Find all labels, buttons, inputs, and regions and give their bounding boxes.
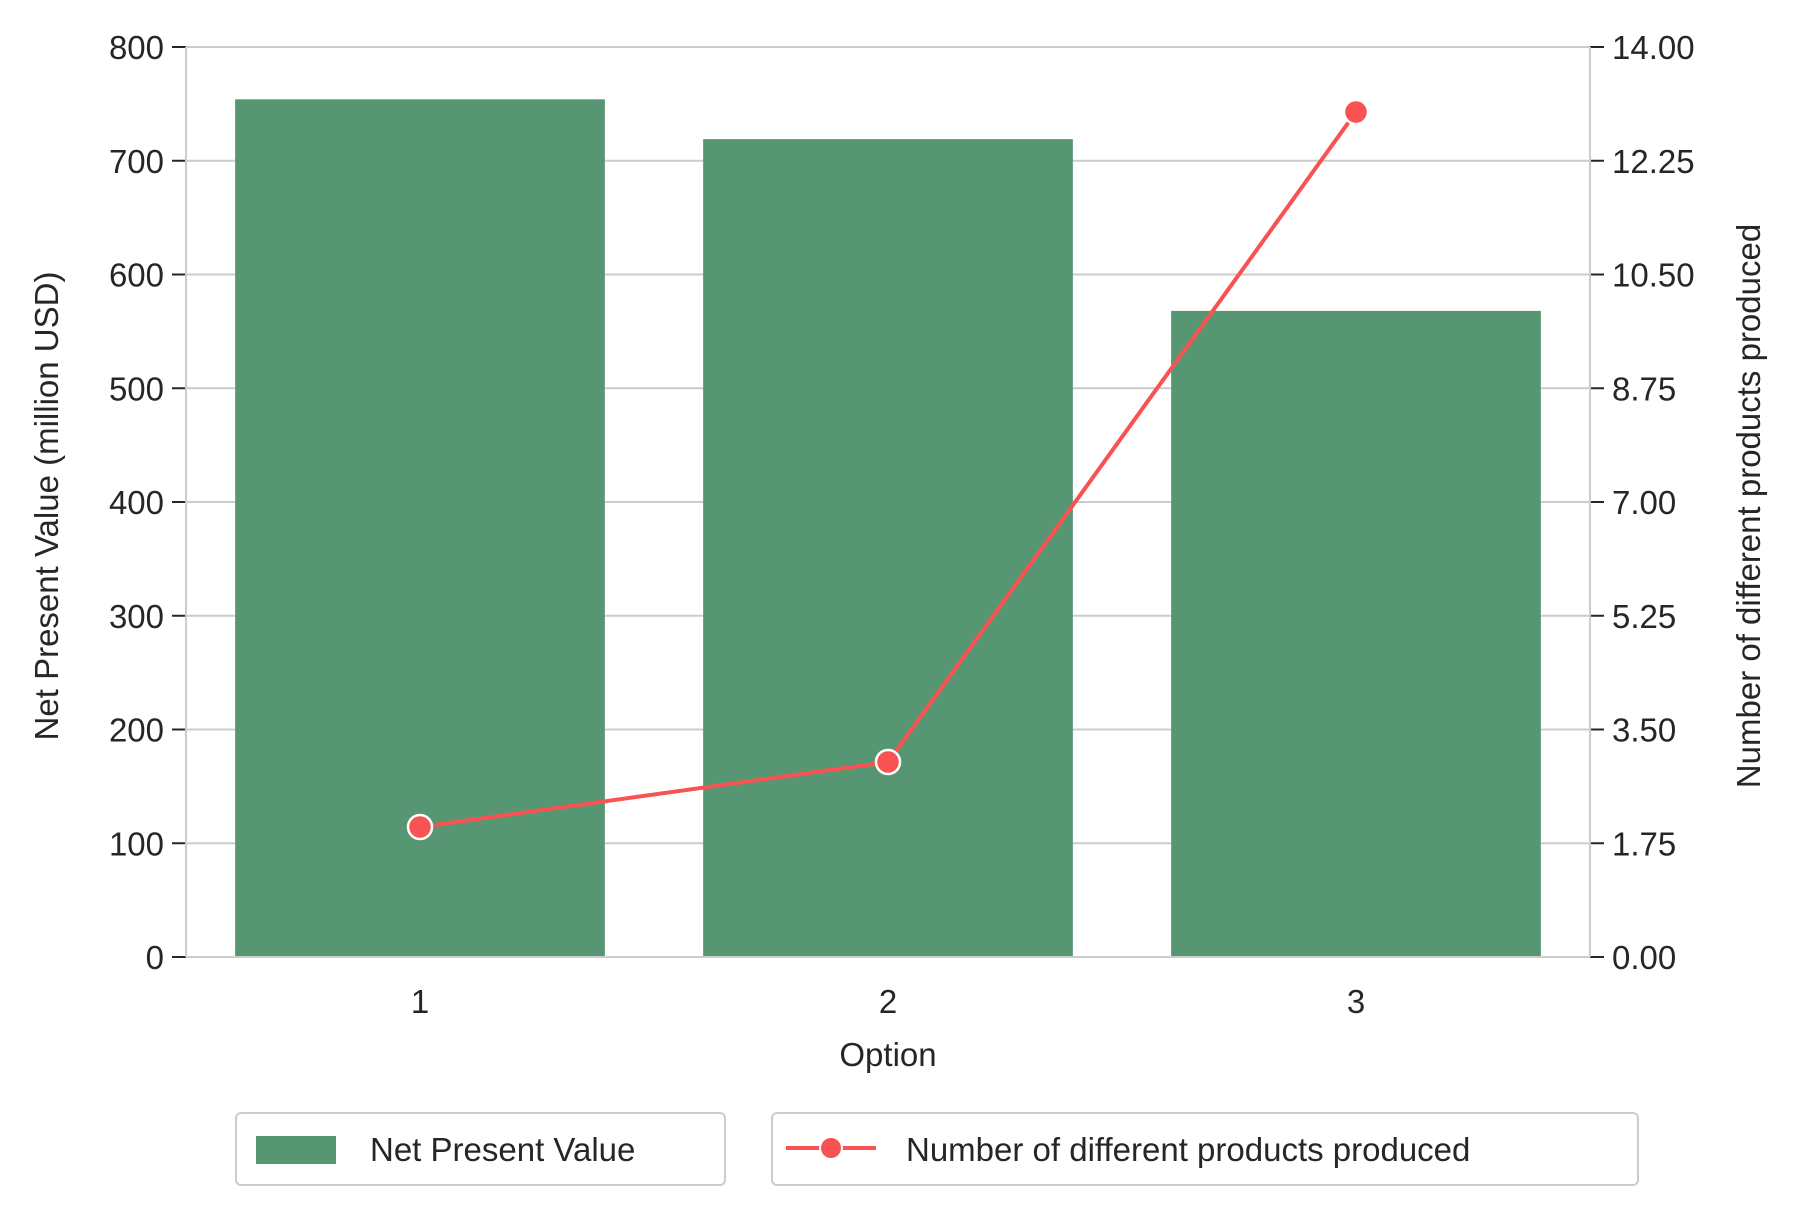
y-tick-label-right: 14.00 bbox=[1612, 29, 1695, 66]
line-layer bbox=[406, 98, 1370, 841]
x-axis-title: Option bbox=[839, 1036, 936, 1073]
products-point-1 bbox=[406, 813, 434, 841]
legend-box-bar bbox=[235, 1112, 726, 1186]
y-tick-label-left: 500 bbox=[109, 370, 164, 407]
legend-box-line bbox=[771, 1112, 1639, 1186]
y-axis-title-right: Number of different products produced bbox=[1730, 224, 1767, 788]
y-tick-label-right: 7.00 bbox=[1612, 484, 1676, 521]
labels-layer: Option Net Present Value (million USD) N… bbox=[28, 224, 1767, 1073]
y-tick-label-right: 12.25 bbox=[1612, 143, 1695, 180]
x-tick-label: 3 bbox=[1347, 983, 1365, 1020]
products-point-3 bbox=[1342, 98, 1370, 126]
legend-swatch-net-present-value bbox=[256, 1136, 336, 1164]
y-tick-label-right: 0.00 bbox=[1612, 939, 1676, 976]
y-tick-label-right: 3.50 bbox=[1612, 712, 1676, 749]
axes-layer: 0 100 200 300 400 500 600 700 800 0.00 1.75 3.50 5.2… bbox=[109, 29, 1695, 1020]
y-tick-label-right: 8.75 bbox=[1612, 370, 1676, 407]
y-tick-label-left: 600 bbox=[109, 257, 164, 294]
y-tick-label-right: 5.25 bbox=[1612, 598, 1676, 635]
products-point-2 bbox=[874, 748, 902, 776]
bars-layer bbox=[235, 99, 1541, 957]
y-tick-label-left: 200 bbox=[109, 712, 164, 749]
x-tick-label: 2 bbox=[879, 983, 897, 1020]
bar-3 bbox=[1171, 310, 1541, 957]
y-tick-label-left: 0 bbox=[146, 939, 164, 976]
y-axis-title-left: Net Present Value (million USD) bbox=[28, 272, 65, 741]
y-tick-label-right: 10.50 bbox=[1612, 257, 1695, 294]
y-tick-label-left: 400 bbox=[109, 484, 164, 521]
y-tick-label-right: 1.75 bbox=[1612, 825, 1676, 862]
legend-swatch-products-marker bbox=[819, 1136, 843, 1160]
legend-label-products: Number of different products produced bbox=[906, 1131, 1470, 1168]
y-tick-label-left: 800 bbox=[109, 29, 164, 66]
bar-2 bbox=[703, 139, 1073, 957]
y-tick-label-left: 300 bbox=[109, 598, 164, 635]
legend: Net Present Value Number of different pr… bbox=[235, 1112, 1639, 1186]
y-tick-label-left: 100 bbox=[109, 825, 164, 862]
x-tick-label: 1 bbox=[411, 983, 429, 1020]
legend-label-net-present-value: Net Present Value bbox=[370, 1131, 635, 1168]
y-tick-label-left: 700 bbox=[109, 143, 164, 180]
